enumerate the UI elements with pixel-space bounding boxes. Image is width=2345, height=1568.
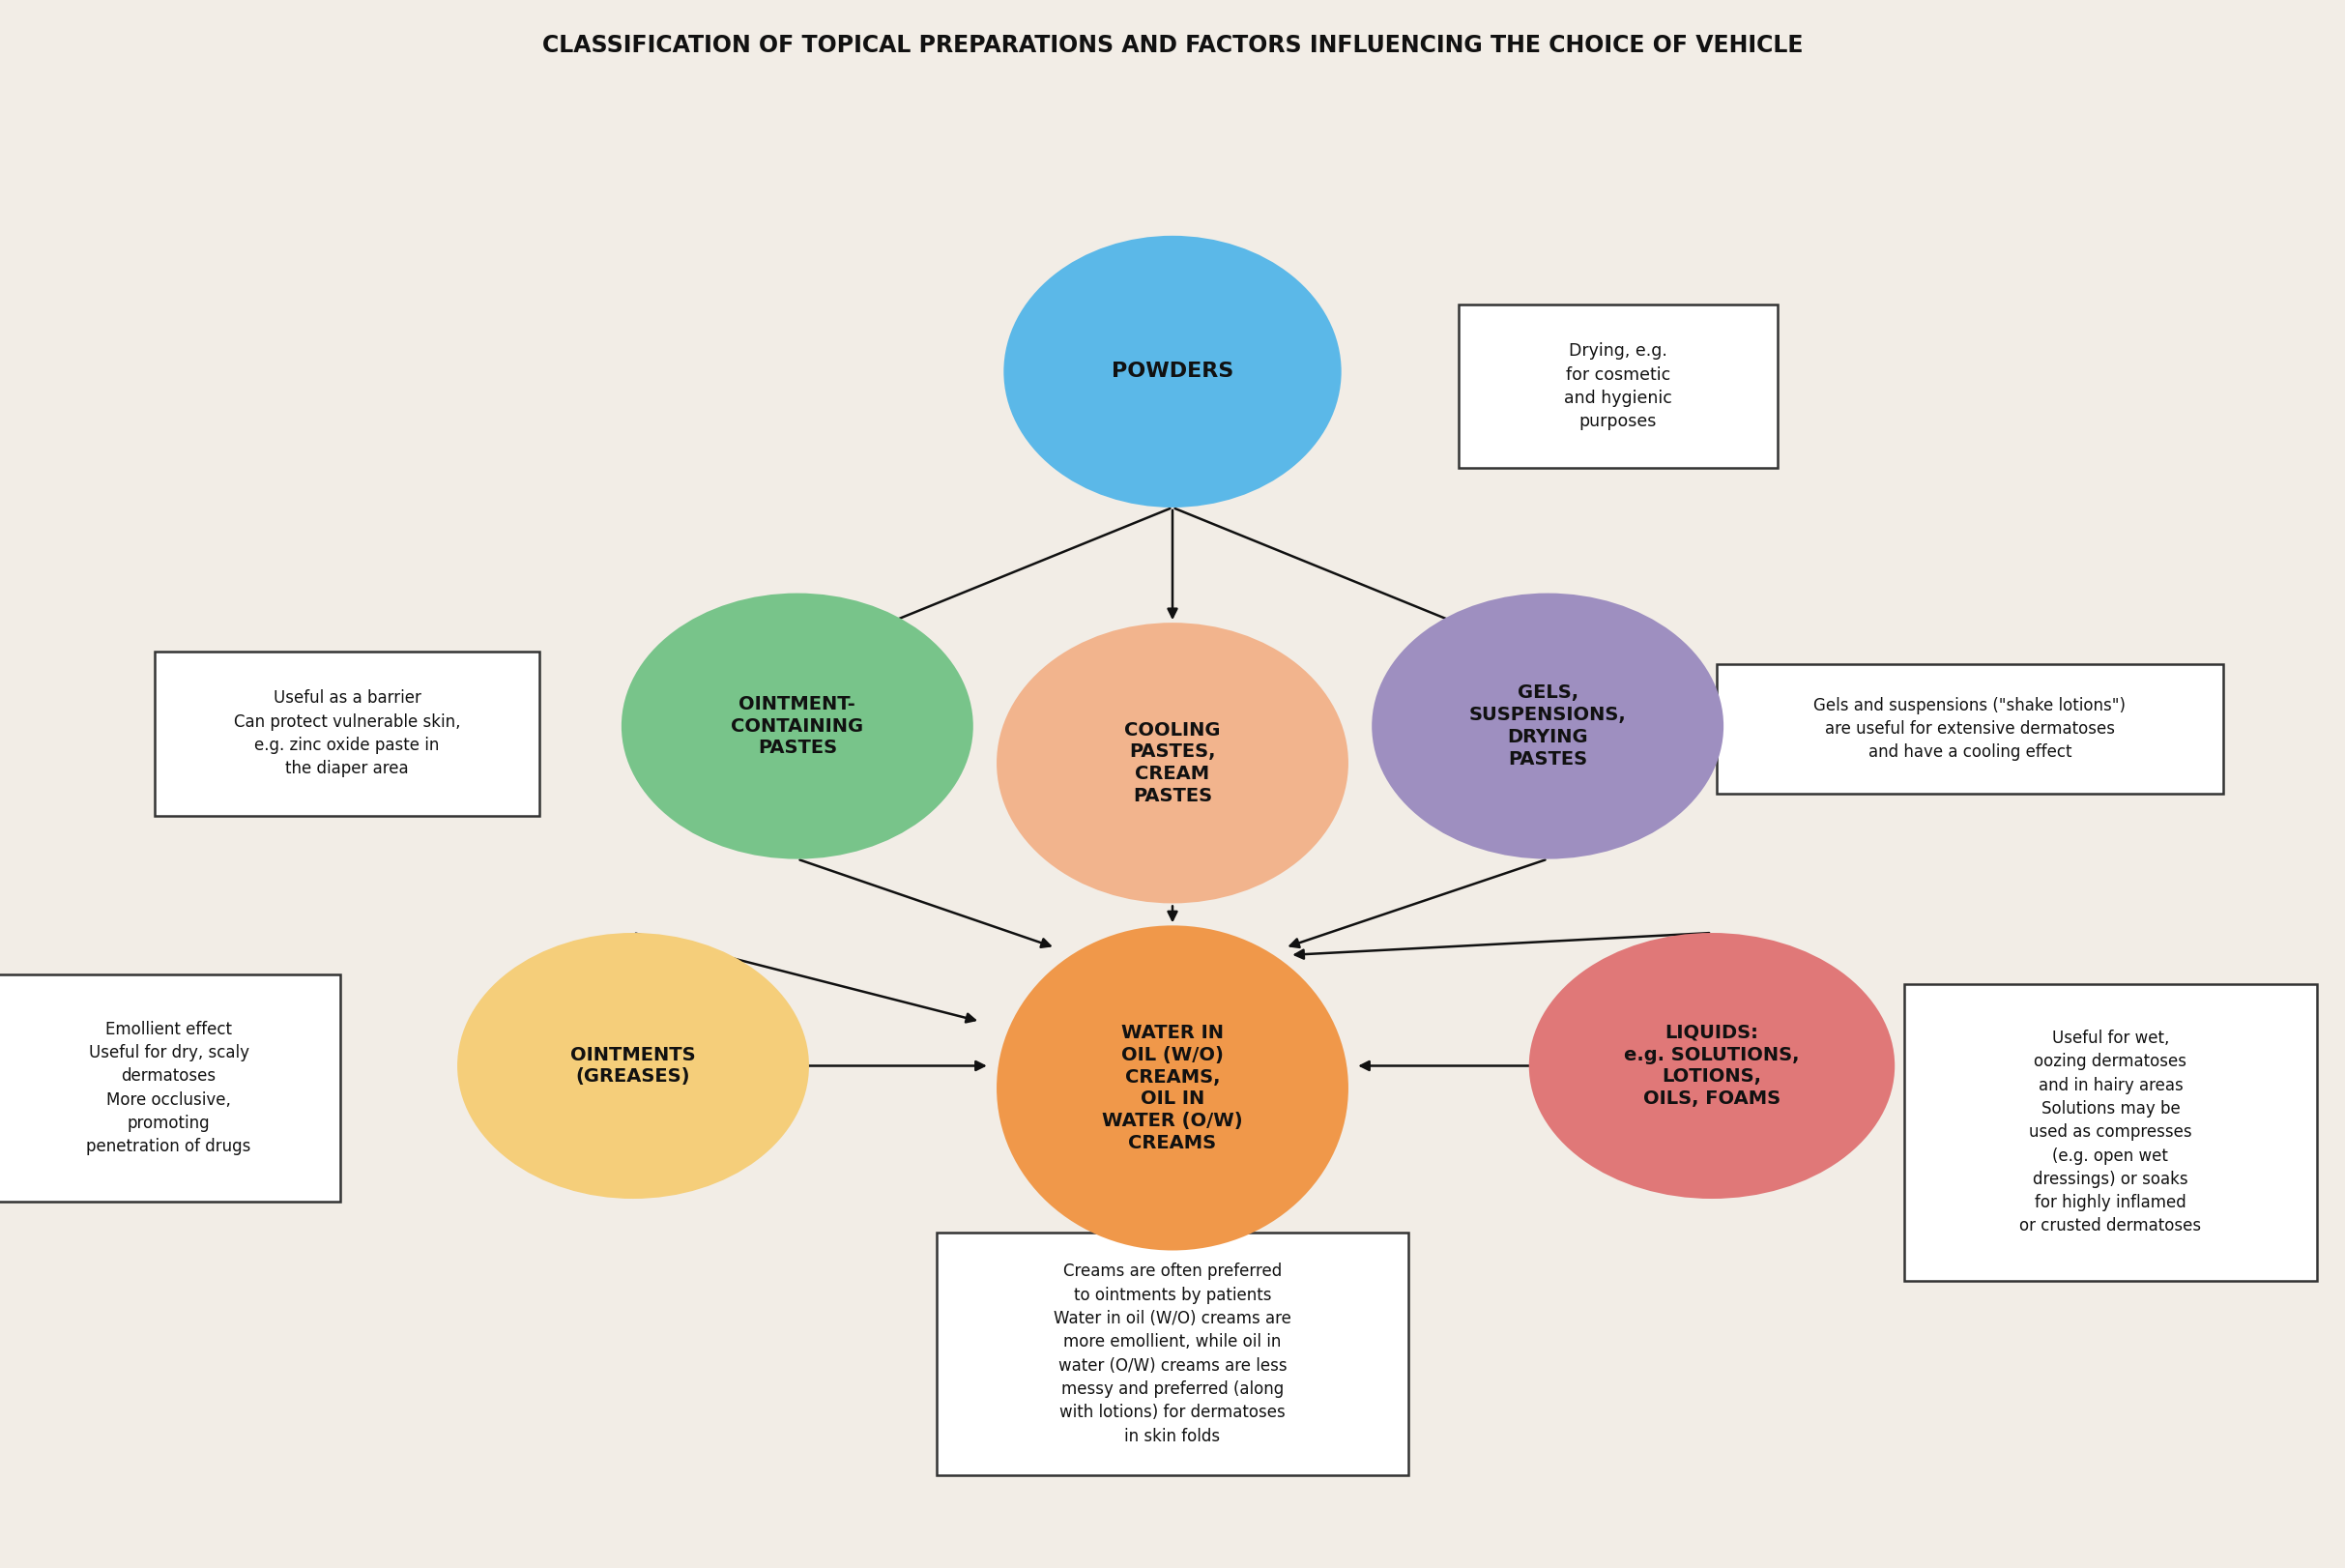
Ellipse shape	[621, 593, 973, 859]
Ellipse shape	[1372, 593, 1724, 859]
Ellipse shape	[997, 925, 1348, 1250]
Text: Useful for wet,
oozing dermatoses
and in hairy areas
Solutions may be
used as co: Useful for wet, oozing dermatoses and in…	[2019, 1030, 2202, 1236]
Text: Drying, e.g.
for cosmetic
and hygienic
purposes: Drying, e.g. for cosmetic and hygienic p…	[1564, 342, 1672, 430]
FancyBboxPatch shape	[1459, 304, 1778, 469]
Ellipse shape	[997, 622, 1348, 903]
Text: OINTMENT-
CONTAINING
PASTES: OINTMENT- CONTAINING PASTES	[732, 695, 863, 757]
Text: COOLING
PASTES,
CREAM
PASTES: COOLING PASTES, CREAM PASTES	[1123, 721, 1222, 806]
Ellipse shape	[1004, 235, 1341, 508]
Text: Gels and suspensions ("shake lotions")
are useful for extensive dermatoses
and h: Gels and suspensions ("shake lotions") a…	[1813, 696, 2127, 760]
Text: LIQUIDS:
e.g. SOLUTIONS,
LOTIONS,
OILS, FOAMS: LIQUIDS: e.g. SOLUTIONS, LOTIONS, OILS, …	[1625, 1024, 1799, 1109]
Text: POWDERS: POWDERS	[1112, 362, 1233, 381]
Text: CLASSIFICATION OF TOPICAL PREPARATIONS AND FACTORS INFLUENCING THE CHOICE OF VEH: CLASSIFICATION OF TOPICAL PREPARATIONS A…	[542, 34, 1803, 56]
Text: Creams are often preferred
to ointments by patients
Water in oil (W/O) creams ar: Creams are often preferred to ointments …	[1053, 1262, 1292, 1444]
Ellipse shape	[457, 933, 809, 1198]
FancyBboxPatch shape	[1717, 663, 2223, 793]
Text: Emollient effect
Useful for dry, scaly
dermatoses
More occlusive,
promoting
pene: Emollient effect Useful for dry, scaly d…	[87, 1021, 251, 1156]
Text: WATER IN
OIL (W/O)
CREAMS,
OIL IN
WATER (O/W)
CREAMS: WATER IN OIL (W/O) CREAMS, OIL IN WATER …	[1102, 1024, 1243, 1152]
FancyBboxPatch shape	[155, 651, 539, 815]
FancyBboxPatch shape	[1904, 983, 2317, 1281]
FancyBboxPatch shape	[936, 1232, 1407, 1475]
FancyBboxPatch shape	[0, 974, 340, 1201]
Text: OINTMENTS
(GREASES): OINTMENTS (GREASES)	[570, 1046, 696, 1087]
Text: GELS,
SUSPENSIONS,
DRYING
PASTES: GELS, SUSPENSIONS, DRYING PASTES	[1468, 684, 1627, 768]
Ellipse shape	[1529, 933, 1895, 1198]
Text: Useful as a barrier
Can protect vulnerable skin,
e.g. zinc oxide paste in
the di: Useful as a barrier Can protect vulnerab…	[235, 690, 460, 778]
